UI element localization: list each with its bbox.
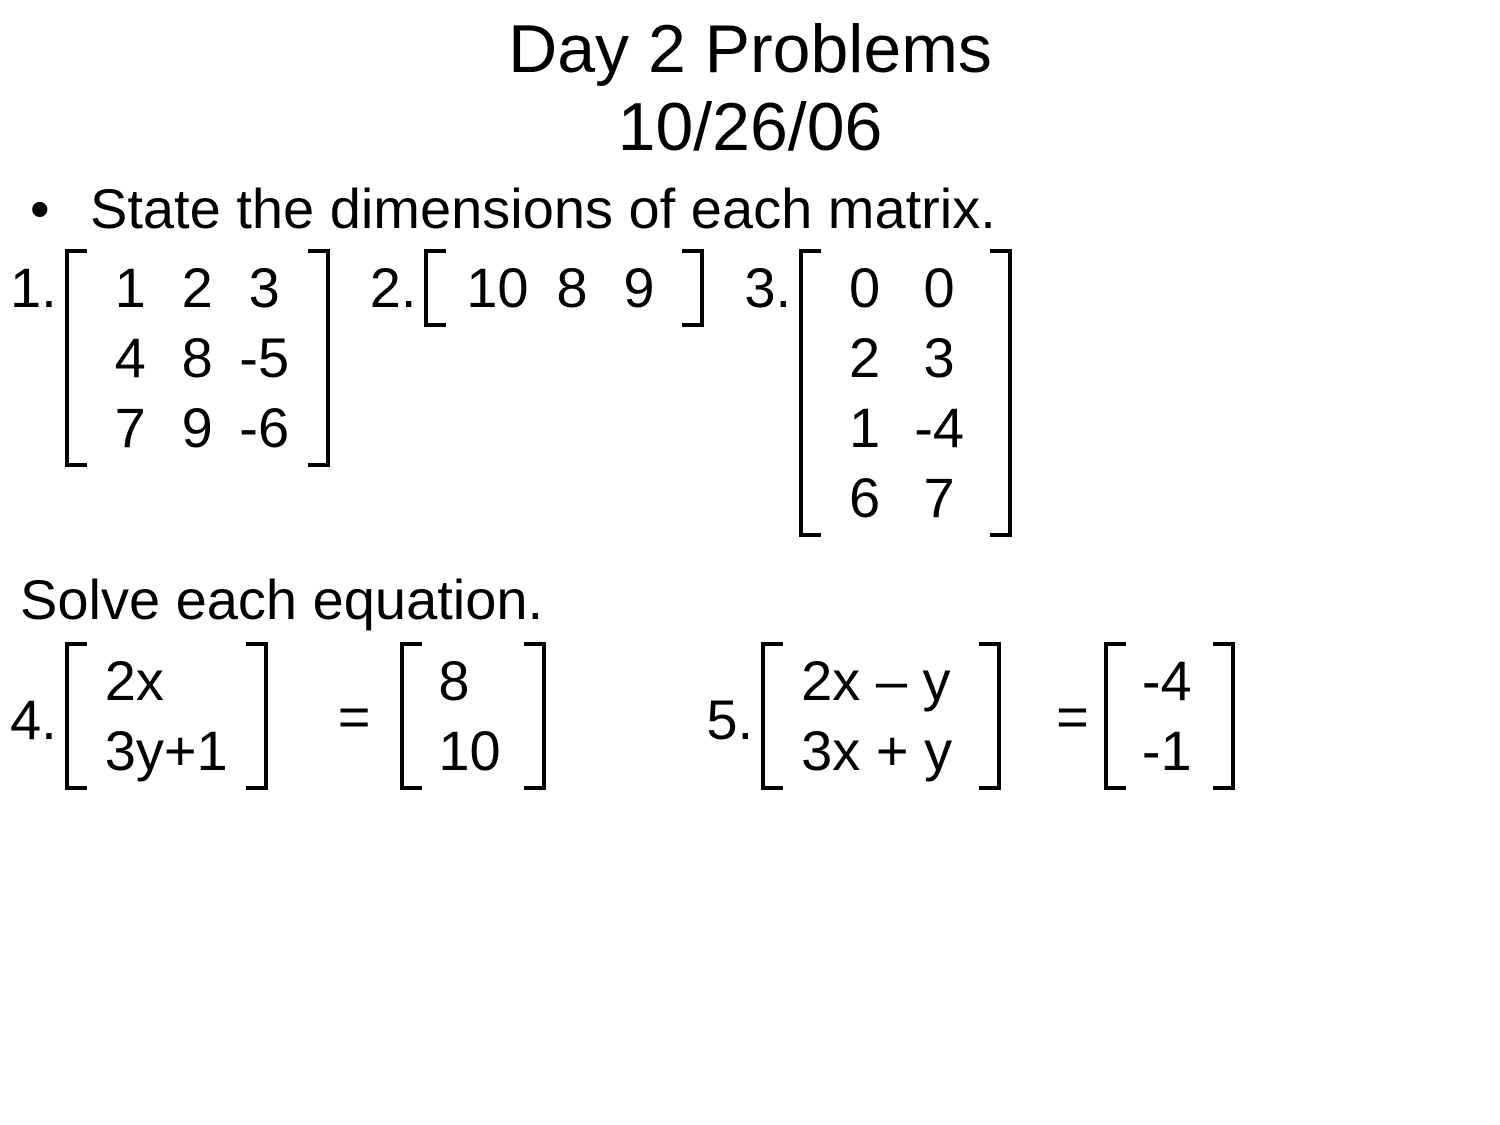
- bullet-icon: •: [30, 176, 90, 241]
- m3-r0c0: 0: [831, 253, 898, 323]
- m3-r2c0: 1: [831, 393, 898, 463]
- equals-sign: =: [1041, 684, 1104, 749]
- eq5l-r1: 3x + y: [793, 716, 969, 786]
- bracket-left-icon: [1104, 642, 1126, 790]
- eq5l-r0: 2x – y: [793, 646, 969, 716]
- bracket-right-icon: [990, 249, 1012, 537]
- m3-r2c1: -4: [898, 393, 980, 463]
- eq4l-r0: 2x: [97, 646, 233, 716]
- m1-r1c2: -5: [231, 323, 298, 393]
- matrix-3: 00 23 1-4 67: [799, 249, 1012, 537]
- instruction-1-text: State the dimensions of each matrix.: [90, 177, 996, 240]
- m1-r0c1: 2: [164, 253, 231, 323]
- eq4-left: 2x 3y+1: [65, 642, 268, 790]
- bracket-right-icon: [1213, 642, 1235, 790]
- matrix-2: 1089: [424, 249, 704, 327]
- slide-title: Day 2 Problems 10/26/06: [0, 0, 1500, 166]
- eq4l-r1: 3y+1: [97, 716, 236, 786]
- eq5-right: -4 -1: [1104, 642, 1235, 790]
- m1-r0c0: 1: [97, 253, 164, 323]
- m3-r0c1: 0: [898, 253, 980, 323]
- instruction-2: Solve each equation.: [0, 567, 1500, 632]
- bracket-right-icon: [979, 642, 1001, 790]
- m2-r0c1: 8: [538, 253, 605, 323]
- problem-3-label: 3.: [744, 249, 791, 320]
- m1-r0c2: 3: [231, 253, 298, 323]
- matrix-3-body: 00 23 1-4 67: [821, 249, 990, 537]
- title-line-1: Day 2 Problems: [0, 10, 1500, 88]
- problems-row-1: 1. 123 48-5 79-6 2. 1089 3. 00 23 1-4: [0, 249, 1500, 537]
- instruction-1: •State the dimensions of each matrix.: [0, 176, 1500, 241]
- bracket-left-icon: [799, 249, 821, 537]
- bracket-left-icon: [424, 249, 446, 327]
- bracket-right-icon: [246, 642, 268, 790]
- m1-r1c0: 4: [97, 323, 164, 393]
- problem-2-label: 2.: [370, 249, 417, 320]
- matrix-1: 123 48-5 79-6: [65, 249, 330, 467]
- eq5r-r0: -4: [1136, 646, 1203, 716]
- eq4r-r1: 10: [432, 716, 514, 786]
- m1-r2c2: -6: [231, 393, 298, 463]
- m1-r1c1: 8: [164, 323, 231, 393]
- eq4-left-body: 2x 3y+1: [87, 642, 246, 790]
- eq5r-r1: -1: [1136, 716, 1203, 786]
- problem-1-label: 1.: [10, 249, 57, 320]
- bracket-right-icon: [682, 249, 704, 327]
- problem-4-label: 4.: [10, 681, 57, 752]
- m3-r3c0: 6: [831, 463, 898, 533]
- bracket-left-icon: [65, 249, 87, 467]
- m3-r1c1: 3: [898, 323, 980, 393]
- problem-5-label: 5.: [706, 681, 753, 752]
- bracket-left-icon: [400, 642, 422, 790]
- eq5-right-body: -4 -1: [1126, 642, 1213, 790]
- bracket-right-icon: [524, 642, 546, 790]
- eq5-left: 2x – y 3x + y: [761, 642, 1001, 790]
- equations-row: 4. 2x 3y+1 = 8 10 5. 2x – y 3x + y: [0, 642, 1500, 790]
- m2-r0c0: 10: [456, 253, 538, 323]
- m3-r1c0: 2: [831, 323, 898, 393]
- m1-r2c0: 7: [97, 393, 164, 463]
- m3-r3c1: 7: [898, 463, 980, 533]
- matrix-2-body: 1089: [446, 249, 682, 327]
- eq4r-r0: 8: [432, 646, 514, 716]
- bracket-left-icon: [761, 642, 783, 790]
- title-line-2: 10/26/06: [0, 88, 1500, 166]
- bracket-right-icon: [308, 249, 330, 467]
- bracket-left-icon: [65, 642, 87, 790]
- eq4-right-body: 8 10: [422, 642, 524, 790]
- m1-r2c1: 9: [164, 393, 231, 463]
- slide: Day 2 Problems 10/26/06 •State the dimen…: [0, 0, 1500, 1125]
- eq5-left-body: 2x – y 3x + y: [783, 642, 979, 790]
- m2-r0c2: 9: [605, 253, 672, 323]
- matrix-1-body: 123 48-5 79-6: [87, 249, 308, 467]
- eq4-right: 8 10: [400, 642, 546, 790]
- equals-sign: =: [308, 684, 401, 749]
